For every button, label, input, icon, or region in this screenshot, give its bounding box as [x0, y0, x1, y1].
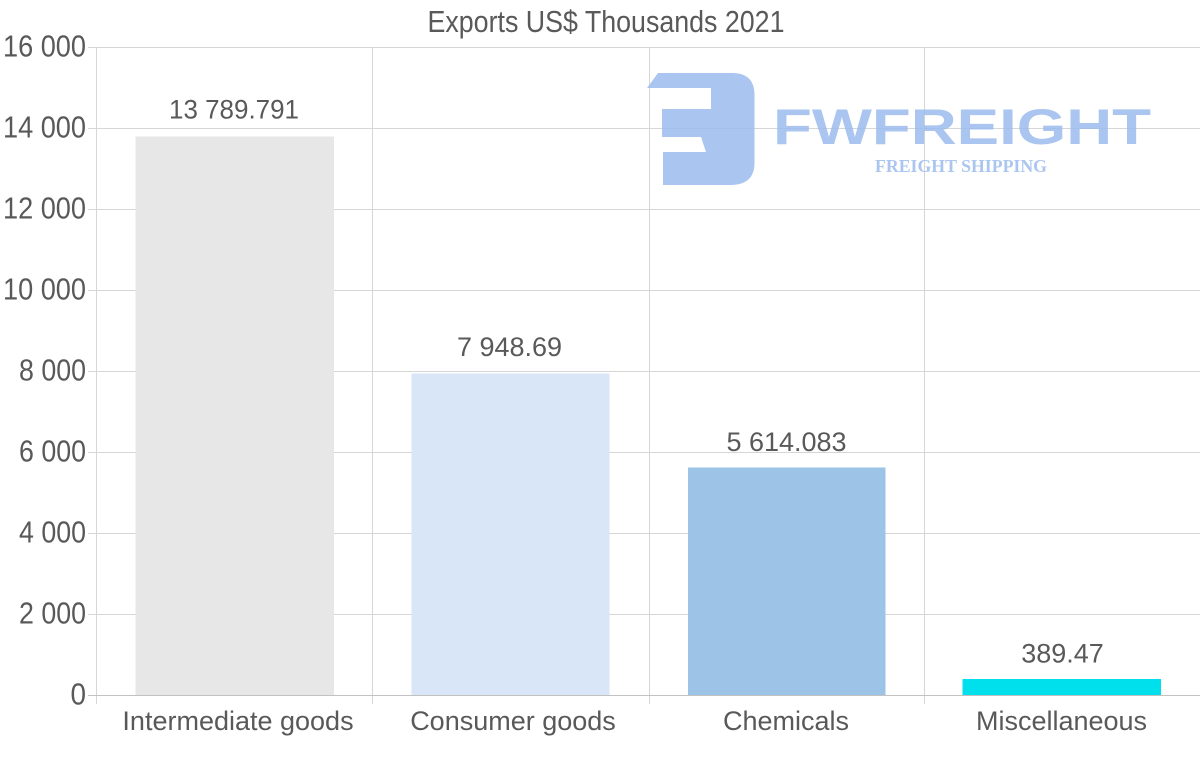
svg-text:2 000: 2 000	[19, 596, 86, 631]
svg-text:389.47: 389.47	[1021, 639, 1104, 669]
svg-text:12 000: 12 000	[3, 191, 86, 226]
svg-text:14 000: 14 000	[3, 110, 86, 145]
svg-text:5 614.083: 5 614.083	[726, 427, 846, 457]
svg-text:Intermediate goods: Intermediate goods	[122, 706, 353, 736]
svg-text:0: 0	[71, 677, 87, 712]
svg-text:6 000: 6 000	[19, 434, 86, 469]
svg-text:8 000: 8 000	[19, 353, 86, 388]
svg-text:FWFREIGHT: FWFREIGHT	[773, 99, 1151, 155]
svg-text:Exports US$ Thousands 2021: Exports US$ Thousands 2021	[428, 4, 785, 39]
svg-text:7 948.69: 7 948.69	[457, 332, 562, 362]
svg-text:FREIGHT SHIPPING: FREIGHT SHIPPING	[875, 156, 1047, 176]
svg-text:Consumer goods: Consumer goods	[410, 706, 616, 736]
svg-text:4 000: 4 000	[19, 515, 86, 550]
svg-text:Chemicals: Chemicals	[723, 706, 849, 736]
svg-text:10 000: 10 000	[3, 272, 86, 307]
svg-text:16 000: 16 000	[3, 29, 86, 64]
svg-text:Miscellaneous: Miscellaneous	[976, 706, 1147, 736]
svg-text:13 789.791: 13 789.791	[169, 94, 299, 124]
